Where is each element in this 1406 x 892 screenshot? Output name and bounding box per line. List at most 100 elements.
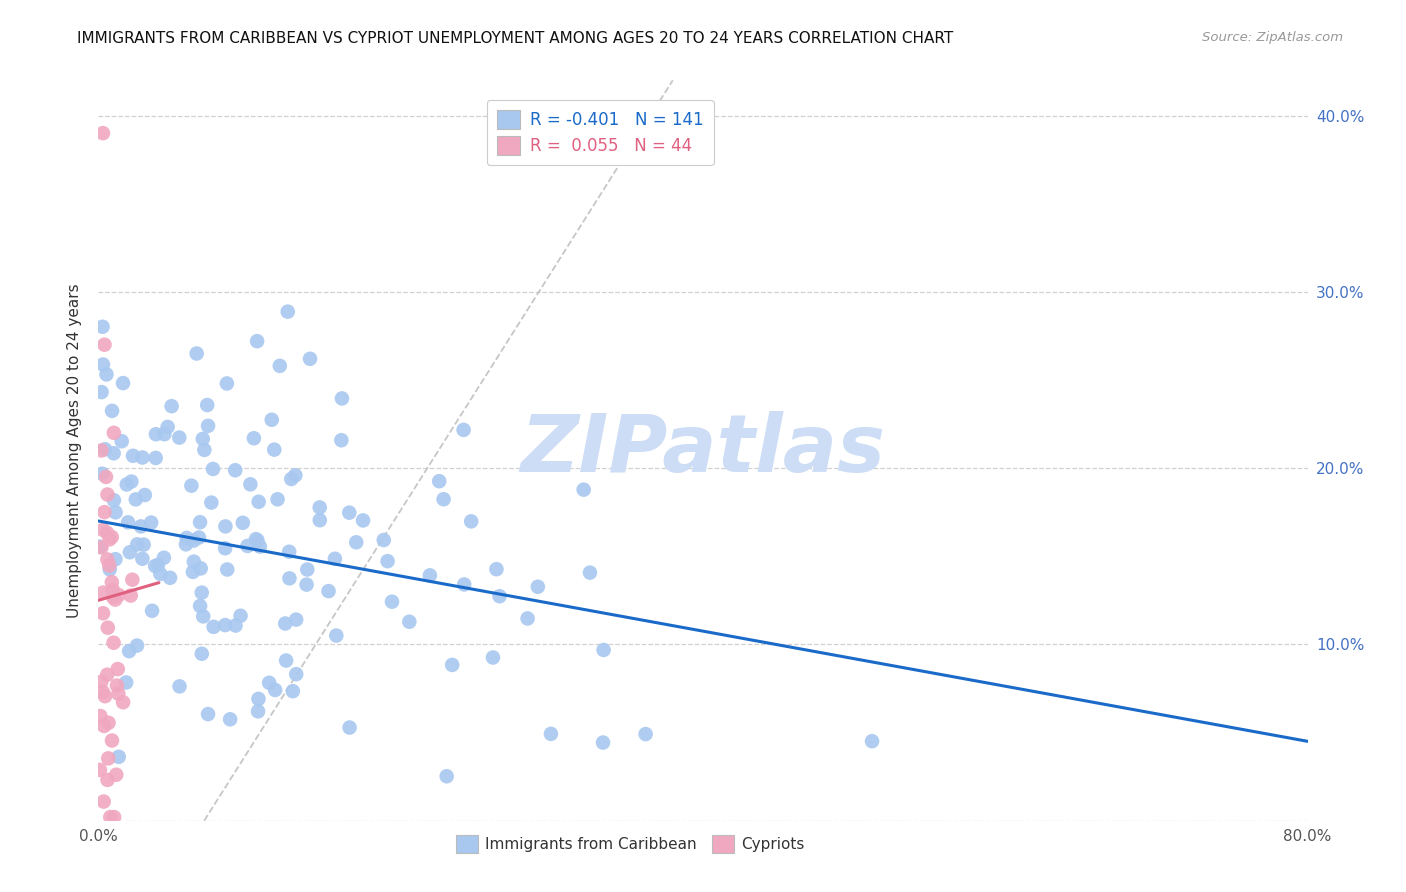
Point bbox=[339, 721, 361, 735]
Point bbox=[98, 562, 121, 576]
Point bbox=[93, 719, 115, 733]
Point bbox=[419, 568, 441, 582]
Point bbox=[129, 519, 152, 533]
Point bbox=[197, 707, 219, 722]
Point bbox=[264, 682, 287, 697]
Point bbox=[103, 810, 125, 824]
Point bbox=[96, 525, 118, 540]
Point bbox=[308, 500, 330, 515]
Point bbox=[94, 442, 117, 457]
Point bbox=[169, 431, 191, 445]
Point bbox=[193, 609, 215, 624]
Point bbox=[274, 653, 297, 667]
Y-axis label: Unemployment Among Ages 20 to 24 years: Unemployment Among Ages 20 to 24 years bbox=[67, 283, 83, 618]
Point bbox=[284, 468, 307, 483]
Point bbox=[398, 615, 420, 629]
Point bbox=[176, 531, 198, 545]
Point bbox=[153, 550, 176, 565]
Point bbox=[111, 434, 134, 449]
Point bbox=[115, 477, 138, 491]
Point bbox=[436, 769, 458, 783]
Point bbox=[516, 611, 538, 625]
Point bbox=[278, 545, 301, 559]
Point bbox=[200, 495, 222, 509]
Point bbox=[122, 449, 145, 463]
Point bbox=[120, 589, 142, 603]
Point bbox=[190, 585, 212, 599]
Point bbox=[91, 685, 114, 699]
Point bbox=[337, 506, 360, 520]
Point bbox=[91, 585, 114, 599]
Point bbox=[278, 571, 301, 585]
Point bbox=[344, 535, 367, 549]
Point bbox=[299, 351, 322, 366]
Point bbox=[247, 495, 270, 509]
Point bbox=[274, 616, 297, 631]
Point bbox=[183, 555, 205, 569]
Point bbox=[120, 475, 142, 489]
Point bbox=[131, 551, 153, 566]
Point bbox=[134, 488, 156, 502]
Point bbox=[453, 423, 475, 437]
Point bbox=[373, 533, 395, 547]
Text: Source: ZipAtlas.com: Source: ZipAtlas.com bbox=[1202, 31, 1343, 45]
Point bbox=[232, 516, 254, 530]
Point bbox=[214, 541, 236, 556]
Point bbox=[243, 431, 266, 445]
Point bbox=[297, 562, 319, 576]
Point bbox=[245, 532, 267, 546]
Point bbox=[97, 621, 120, 635]
Point bbox=[488, 589, 510, 603]
Point bbox=[247, 704, 270, 718]
Point bbox=[181, 565, 204, 579]
Point bbox=[266, 492, 288, 507]
Point bbox=[634, 727, 657, 741]
Point bbox=[219, 712, 242, 726]
Point bbox=[427, 474, 450, 488]
Point bbox=[91, 319, 114, 334]
Point bbox=[103, 493, 125, 508]
Point bbox=[91, 358, 114, 372]
Point bbox=[118, 545, 141, 559]
Point bbox=[100, 530, 122, 544]
Point bbox=[90, 674, 112, 689]
Point bbox=[93, 337, 115, 351]
Point bbox=[96, 368, 118, 382]
Point bbox=[98, 533, 121, 547]
Point bbox=[91, 523, 114, 537]
Point bbox=[112, 695, 135, 709]
Point bbox=[104, 552, 127, 566]
Point bbox=[103, 446, 125, 460]
Point bbox=[105, 768, 128, 782]
Point bbox=[191, 647, 214, 661]
Point bbox=[183, 533, 205, 548]
Point bbox=[246, 334, 269, 348]
Point bbox=[101, 591, 124, 605]
Point bbox=[592, 643, 614, 657]
Point bbox=[280, 472, 302, 486]
Point bbox=[281, 684, 304, 698]
Point bbox=[325, 629, 347, 643]
Point bbox=[153, 427, 176, 442]
Point bbox=[197, 418, 219, 433]
Point bbox=[125, 639, 148, 653]
Point bbox=[93, 795, 115, 809]
Point bbox=[143, 559, 166, 574]
Point bbox=[156, 420, 179, 434]
Point bbox=[160, 399, 183, 413]
Point bbox=[98, 810, 121, 824]
Point bbox=[193, 442, 215, 457]
Point bbox=[249, 540, 271, 554]
Point bbox=[174, 537, 197, 551]
Point bbox=[236, 539, 259, 553]
Point bbox=[330, 434, 353, 448]
Point bbox=[89, 709, 111, 723]
Point bbox=[91, 126, 114, 140]
Point bbox=[308, 513, 330, 527]
Point bbox=[180, 478, 202, 492]
Point bbox=[149, 566, 172, 581]
Point bbox=[159, 571, 181, 585]
Point bbox=[214, 618, 236, 632]
Point bbox=[93, 505, 115, 519]
Point bbox=[214, 519, 236, 533]
